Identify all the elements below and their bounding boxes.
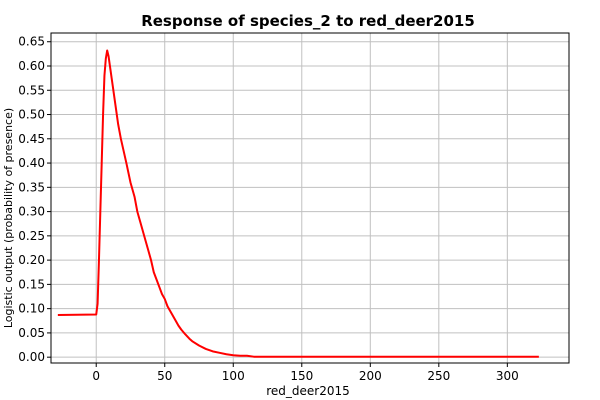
ticks: 0 50 100 150 200 250 300 0.00 0.05 0.10 0.15 0.20 0.… bbox=[18, 35, 519, 383]
x-tick-label: 300 bbox=[496, 369, 519, 383]
y-tick-label: 0.05 bbox=[18, 326, 45, 340]
y-tick-label: 0.45 bbox=[18, 132, 45, 146]
y-tick-label: 0.25 bbox=[18, 229, 45, 243]
y-tick-label: 0.50 bbox=[18, 108, 45, 122]
grid bbox=[51, 33, 569, 363]
x-tick-label: 200 bbox=[359, 369, 382, 383]
y-tick-label: 0.30 bbox=[18, 205, 45, 219]
x-tick-label: 50 bbox=[157, 369, 172, 383]
x-axis-label: red_deer2015 bbox=[266, 384, 350, 398]
series-layer bbox=[57, 49, 539, 358]
x-tick-label: 150 bbox=[290, 369, 313, 383]
y-tick-label: 0.15 bbox=[18, 277, 45, 291]
y-tick-label: 0.20 bbox=[18, 253, 45, 267]
y-tick-label: 0.40 bbox=[18, 156, 45, 170]
y-tick-label: 0.55 bbox=[18, 83, 45, 97]
chart-title: Response of species_2 to red_deer2015 bbox=[141, 12, 475, 30]
plot-frame bbox=[50, 32, 570, 364]
x-tick-label: 100 bbox=[222, 369, 245, 383]
y-tick-label: 0.00 bbox=[18, 350, 45, 364]
y-tick-label: 0.35 bbox=[18, 180, 45, 194]
y-tick-label: 0.60 bbox=[18, 59, 45, 73]
series-line bbox=[57, 49, 539, 358]
x-tick-label: 250 bbox=[427, 369, 450, 383]
x-tick-label: 0 bbox=[92, 369, 100, 383]
y-tick-label: 0.65 bbox=[18, 35, 45, 49]
y-axis-label: Logistic output (probability of presence… bbox=[2, 108, 15, 328]
y-tick-label: 0.10 bbox=[18, 302, 45, 316]
